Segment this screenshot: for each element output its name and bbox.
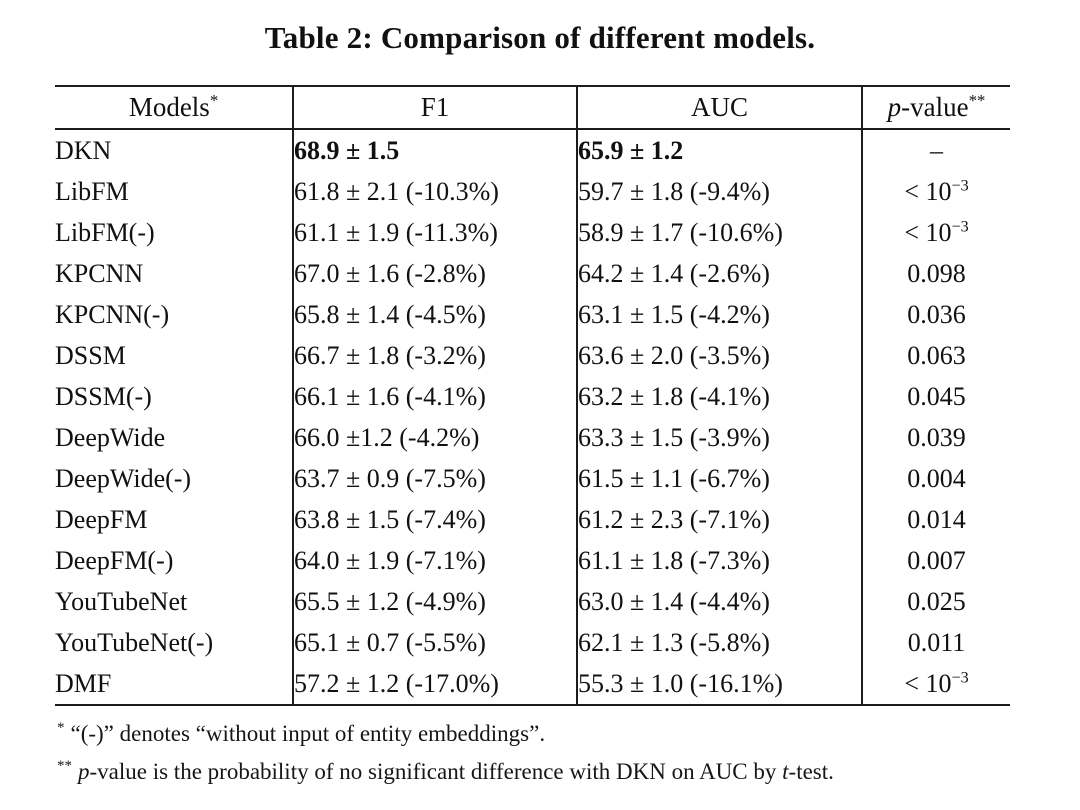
- table-row: DeepWide(-) 63.7 ± 0.9 (-7.5%) 61.5 ± 1.…: [55, 458, 1010, 499]
- auc-cell: 61.5 ± 1.1 (-6.7%): [576, 458, 862, 499]
- model-cell: DeepWide(-): [55, 463, 192, 493]
- p-value-cell: –: [861, 129, 1010, 171]
- auc-cell: 65.9 ± 1.2: [576, 129, 862, 171]
- auc-cell: 63.3 ± 1.5 (-3.9%): [576, 417, 862, 458]
- auc-cell: 61.1 ± 1.8 (-7.3%): [576, 540, 862, 581]
- f1-cell: 61.1 ± 1.9 (-11.3%): [292, 212, 577, 253]
- f1-cell: 61.8 ± 2.1 (-10.3%): [292, 171, 577, 212]
- model-cell: DKN: [55, 135, 112, 165]
- p-value-cell: < 10−3: [861, 171, 1010, 212]
- column-header-models-label: Models: [128, 92, 210, 122]
- column-header-auc: AUC: [576, 85, 862, 130]
- table-row: DMF 57.2 ± 1.2 (-17.0%) 55.3 ± 1.0 (-16.…: [55, 663, 1010, 706]
- table-row: DeepWide 66.0 ±1.2 (-4.2%) 63.3 ± 1.5 (-…: [55, 417, 1010, 458]
- auc-cell: 64.2 ± 1.4 (-2.6%): [576, 253, 862, 294]
- p-value-cell: 0.036: [861, 294, 1010, 335]
- model-cell: DSSM: [55, 340, 126, 370]
- auc-cell: 63.2 ± 1.8 (-4.1%): [576, 376, 862, 417]
- model-comparison-table: Models* F1 AUC p-value** DKN 68.9 ± 1.5 …: [55, 85, 1010, 706]
- model-cell: KPCNN(-): [55, 299, 170, 329]
- table-row: LibFM(-) 61.1 ± 1.9 (-11.3%) 58.9 ± 1.7 …: [55, 212, 1010, 253]
- table-row: KPCNN 67.0 ± 1.6 (-2.8%) 64.2 ± 1.4 (-2.…: [55, 253, 1010, 294]
- auc-cell: 62.1 ± 1.3 (-5.8%): [576, 622, 862, 663]
- model-cell: DMF: [55, 663, 293, 706]
- p-value-cell: 0.007: [861, 540, 1010, 581]
- p-value-cell: < 10−3: [861, 663, 1010, 706]
- table-row: DSSM 66.7 ± 1.8 (-3.2%) 63.6 ± 2.0 (-3.5…: [55, 335, 1010, 376]
- p-value-asterisk-marker: **: [968, 91, 986, 110]
- table-row: DeepFM(-) 64.0 ± 1.9 (-7.1%) 61.1 ± 1.8 …: [55, 540, 1010, 581]
- model-cell: LibFM(-): [55, 217, 155, 247]
- f1-cell: 65.8 ± 1.4 (-4.5%): [292, 294, 577, 335]
- p-value-cell: 0.045: [861, 376, 1010, 417]
- column-header-p-value: p-value**: [861, 85, 1010, 130]
- p-value-cell: 0.039: [861, 417, 1010, 458]
- f1-cell: 66.0 ±1.2 (-4.2%): [292, 417, 577, 458]
- f1-cell: 66.7 ± 1.8 (-3.2%): [292, 335, 577, 376]
- model-cell: YouTubeNet(-): [55, 627, 214, 657]
- f1-cell: 63.7 ± 0.9 (-7.5%): [292, 458, 577, 499]
- table-row: KPCNN(-) 65.8 ± 1.4 (-4.5%) 63.1 ± 1.5 (…: [55, 294, 1010, 335]
- f1-cell: 64.0 ± 1.9 (-7.1%): [292, 540, 577, 581]
- f1-cell: 57.2 ± 1.2 (-17.0%): [292, 663, 577, 706]
- f1-cell: 63.8 ± 1.5 (-7.4%): [292, 499, 577, 540]
- p-value-cell: < 10−3: [861, 212, 1010, 253]
- footnote-marker-2: **: [57, 758, 72, 775]
- footnote-text-1: “(-)” denotes “without input of entity e…: [70, 721, 546, 746]
- column-header-p-value-label: -value: [901, 92, 969, 122]
- model-cell: DeepFM: [55, 504, 148, 534]
- auc-cell: 59.7 ± 1.8 (-9.4%): [576, 171, 862, 212]
- column-header-p-italic: p: [887, 92, 902, 122]
- table-row: DKN 68.9 ± 1.5 65.9 ± 1.2 –: [55, 129, 1010, 171]
- model-cell: DeepFM(-): [55, 545, 174, 575]
- auc-cell: 63.6 ± 2.0 (-3.5%): [576, 335, 862, 376]
- model-cell: DSSM(-): [55, 381, 152, 411]
- f1-cell: 65.5 ± 1.2 (-4.9%): [292, 581, 577, 622]
- p-value-cell: 0.014: [861, 499, 1010, 540]
- table-row: YouTubeNet 65.5 ± 1.2 (-4.9%) 63.0 ± 1.4…: [55, 581, 1010, 622]
- f1-cell: 67.0 ± 1.6 (-2.8%): [292, 253, 577, 294]
- model-cell: YouTubeNet: [55, 586, 188, 616]
- p-value-cell: 0.063: [861, 335, 1010, 376]
- auc-cell: 55.3 ± 1.0 (-16.1%): [576, 663, 862, 706]
- footnote-text-2: p-value is the probability of no signifi…: [78, 759, 834, 784]
- auc-cell: 61.2 ± 2.3 (-7.1%): [576, 499, 862, 540]
- column-header-f1: F1: [292, 85, 577, 130]
- footnote-marker-1: *: [57, 720, 65, 737]
- p-value-cell: 0.004: [861, 458, 1010, 499]
- column-header-f1-label: F1: [420, 92, 450, 122]
- auc-cell: 58.9 ± 1.7 (-10.6%): [576, 212, 862, 253]
- f1-cell: 65.1 ± 0.7 (-5.5%): [292, 622, 577, 663]
- table-row: LibFM 61.8 ± 2.1 (-10.3%) 59.7 ± 1.8 (-9…: [55, 171, 1010, 212]
- header-row: Models* F1 AUC p-value**: [55, 85, 1010, 130]
- auc-cell: 63.1 ± 1.5 (-4.2%): [576, 294, 862, 335]
- model-cell: KPCNN: [55, 258, 144, 288]
- footnote-entity-embeddings: * “(-)” denotes “without input of entity …: [57, 718, 1047, 750]
- p-value-cell: 0.011: [861, 622, 1010, 663]
- table-row: YouTubeNet(-) 65.1 ± 0.7 (-5.5%) 62.1 ± …: [55, 622, 1010, 663]
- p-value-cell: 0.025: [861, 581, 1010, 622]
- f1-cell: 68.9 ± 1.5: [292, 129, 577, 171]
- table-caption: Table 2: Comparison of different models.: [264, 20, 816, 55]
- models-asterisk-marker: *: [209, 91, 219, 110]
- model-cell: LibFM: [55, 176, 129, 206]
- column-header-auc-label: AUC: [690, 92, 748, 122]
- model-cell: DeepWide: [55, 422, 166, 452]
- auc-cell: 63.0 ± 1.4 (-4.4%): [576, 581, 862, 622]
- table-row: DSSM(-) 66.1 ± 1.6 (-4.1%) 63.2 ± 1.8 (-…: [55, 376, 1010, 417]
- footnote-p-value-definition: ** p-value is the probability of no signi…: [57, 756, 1047, 788]
- p-value-cell: 0.098: [861, 253, 1010, 294]
- table-row: DeepFM 63.8 ± 1.5 (-7.4%) 61.2 ± 2.3 (-7…: [55, 499, 1010, 540]
- column-header-models: Models*: [55, 85, 293, 130]
- f1-cell: 66.1 ± 1.6 (-4.1%): [292, 376, 577, 417]
- table-body: DKN 68.9 ± 1.5 65.9 ± 1.2 – LibFM 61.8 ±…: [55, 129, 1010, 706]
